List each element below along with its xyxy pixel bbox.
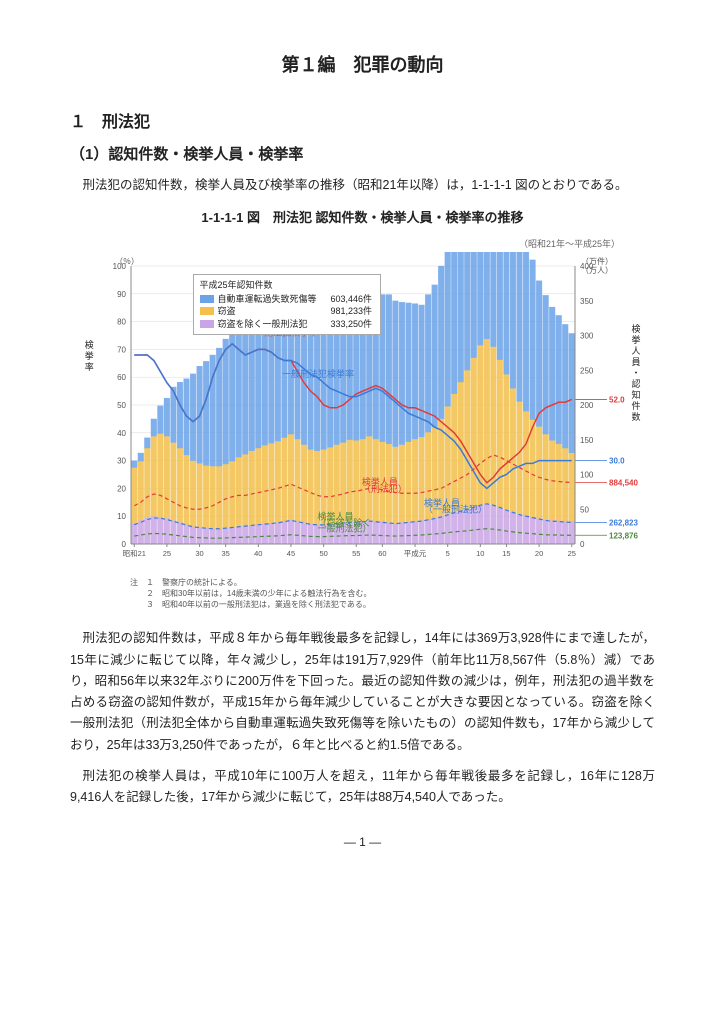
svg-text:60: 60 (378, 549, 386, 558)
chart-container: 0102030405060708090100050100150200250300… (83, 252, 643, 572)
svg-text:25: 25 (162, 549, 170, 558)
legend-row: 窃盗 981,233件 (200, 305, 373, 318)
y-axis-right-label: 検挙人員・認知件数 (627, 324, 642, 423)
svg-text:45: 45 (286, 549, 294, 558)
svg-text:30.0: 30.0 (609, 457, 625, 466)
svg-text:10: 10 (117, 512, 126, 521)
svg-text:15: 15 (502, 549, 510, 558)
svg-text:20: 20 (117, 484, 126, 493)
legend-label: 窃盗を除く一般刑法犯 (218, 318, 308, 331)
legend-label: 自動車運転過失致死傷等 (218, 293, 317, 306)
svg-text:一般刑法犯）: 一般刑法犯） (317, 522, 371, 533)
page-number: ― 1 ― (70, 832, 655, 852)
svg-text:平成元: 平成元 (403, 548, 426, 558)
svg-text:350: 350 (580, 297, 594, 306)
y-axis-left-label: 検挙率 (81, 340, 96, 373)
doc-title: 第１編 犯罪の動向 (70, 50, 655, 81)
svg-text:52.0: 52.0 (609, 395, 625, 404)
svg-text:250: 250 (580, 366, 594, 375)
svg-text:（万人）: （万人） (581, 266, 613, 275)
svg-text:200: 200 (580, 401, 594, 410)
legend-swatch (200, 320, 214, 328)
legend-label: 窃盗 (218, 305, 236, 318)
subsection-heading: （1）認知件数・検挙人員・検挙率 (70, 142, 655, 168)
svg-text:0: 0 (580, 540, 585, 549)
chart-footnotes: 注 １ 警察庁の統計による。 ２ 昭和30年以前は，14歳未満の少年による触法行… (130, 578, 655, 610)
legend-swatch (200, 295, 214, 303)
footnote: 注 １ 警察庁の統計による。 (130, 578, 655, 589)
svg-text:5: 5 (445, 549, 449, 558)
svg-text:55: 55 (352, 549, 360, 558)
footnote: ２ 昭和30年以前は，14歳未満の少年による触法行為を含む。 (130, 589, 655, 600)
svg-text:30: 30 (195, 549, 203, 558)
svg-text:50: 50 (580, 505, 589, 514)
legend-swatch (200, 307, 214, 315)
svg-text:100: 100 (580, 470, 594, 479)
svg-text:80: 80 (117, 318, 126, 327)
intro-paragraph: 刑法犯の認知件数，検挙人員及び検挙率の推移（昭和21年以降）は，1-1-1-1 … (70, 175, 655, 196)
svg-text:0: 0 (121, 540, 126, 549)
svg-text:50: 50 (319, 549, 327, 558)
svg-text:（万件）: （万件） (581, 256, 613, 266)
svg-text:60: 60 (117, 373, 126, 382)
legend-row: 自動車運転過失致死傷等 603,446件 (200, 293, 373, 306)
legend-value: 333,250件 (321, 318, 373, 331)
svg-text:90: 90 (117, 290, 126, 299)
svg-text:884,540: 884,540 (609, 478, 638, 487)
legend-row: 窃盗を除く一般刑法犯 333,250件 (200, 318, 373, 331)
svg-text:300: 300 (580, 331, 594, 340)
svg-text:（刑法犯）: （刑法犯） (361, 483, 406, 494)
svg-text:（％）: （％） (115, 257, 139, 266)
section-heading: １ 刑法犯 (70, 109, 655, 136)
chart-legend: 平成25年認知件数 自動車運転過失致死傷等 603,446件窃盗 981,233件窃… (193, 274, 382, 335)
svg-text:40: 40 (254, 549, 262, 558)
svg-text:35: 35 (221, 549, 229, 558)
svg-text:（一般刑法犯）: （一般刑法犯） (424, 504, 487, 515)
svg-text:150: 150 (580, 436, 594, 445)
svg-text:70: 70 (117, 345, 126, 354)
svg-text:40: 40 (117, 429, 126, 438)
svg-text:50: 50 (117, 401, 126, 410)
legend-value: 603,446件 (321, 293, 373, 306)
svg-text:20: 20 (534, 549, 542, 558)
body-paragraph-1: 刑法犯の認知件数は，平成８年から毎年戦後最多を記録し，14年には369万3,92… (70, 628, 655, 756)
svg-text:昭和21: 昭和21 (122, 549, 145, 558)
svg-text:123,876: 123,876 (609, 531, 638, 540)
svg-text:一般刑法犯検挙率: 一般刑法犯検挙率 (281, 368, 353, 379)
svg-text:25: 25 (567, 549, 575, 558)
chart-title: 1-1-1-1 図 刑法犯 認知件数・検挙人員・検挙率の推移 (70, 207, 655, 229)
svg-text:10: 10 (476, 549, 484, 558)
svg-text:30: 30 (117, 457, 126, 466)
body-paragraph-2: 刑法犯の検挙人員は，平成10年に100万人を超え，11年から毎年戦後最多を記録し… (70, 766, 655, 809)
chart-range-note: （昭和21年～平成25年） (70, 237, 655, 252)
legend-value: 981,233件 (321, 305, 373, 318)
footnote: ３ 昭和40年以前の一般刑法犯は，業過を除く刑法犯である。 (130, 600, 655, 611)
legend-title: 平成25年認知件数 (200, 279, 373, 292)
svg-text:262,823: 262,823 (609, 518, 638, 527)
